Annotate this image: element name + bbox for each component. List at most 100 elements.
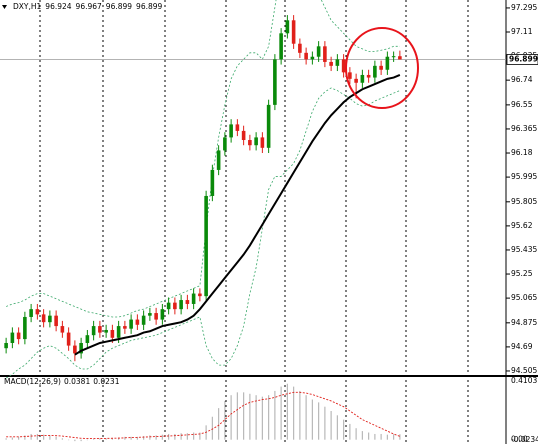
macd-bar <box>143 436 145 440</box>
macd-bar <box>393 434 395 440</box>
current-price-box <box>506 54 538 65</box>
macd-tick-label: 0.4103 <box>511 376 537 385</box>
candle-body <box>260 137 265 148</box>
macd-bar <box>86 439 88 441</box>
macd-bar <box>349 423 351 440</box>
macd-bar <box>61 438 63 440</box>
y-tick-label: 95.435 <box>511 245 537 254</box>
macd-bar <box>211 416 213 440</box>
macd-bar <box>174 433 176 440</box>
macd-tick-label: -0.0234 <box>511 435 538 444</box>
macd-bar <box>224 400 226 440</box>
candle-body <box>135 319 140 325</box>
macd-bar <box>286 383 288 440</box>
macd-bar <box>368 432 370 440</box>
header: DXY,H1 96.924 96.967 96.899 96.899 <box>13 2 163 11</box>
macd-bar <box>49 435 51 440</box>
candle-body <box>110 329 115 338</box>
time-separators <box>39 0 469 444</box>
macd-bar <box>186 433 188 440</box>
y-tick-label: 95.995 <box>511 172 537 181</box>
candle-body <box>391 56 396 58</box>
macd-bar <box>305 395 307 440</box>
candle-body <box>248 140 252 146</box>
candle-body <box>79 342 83 354</box>
header-high: 96.967 <box>76 2 102 11</box>
candle-body <box>316 46 321 57</box>
candle-body <box>266 104 271 148</box>
macd-label: MACD(12,26,9) <box>4 377 61 386</box>
y-tick-label: 95.25 <box>511 269 533 278</box>
candle-body <box>254 137 258 146</box>
macd-bar <box>68 439 70 441</box>
macd-bar <box>136 436 138 440</box>
macd-bar <box>43 434 45 440</box>
macd-signal <box>6 391 401 439</box>
candle-body <box>285 20 290 34</box>
y-tick-label: 94.875 <box>511 318 537 327</box>
macd-bar <box>355 428 357 440</box>
candle-body <box>41 314 46 323</box>
candle-body <box>335 59 340 66</box>
macd-bar <box>218 408 220 440</box>
header-low: 96.899 <box>106 2 132 11</box>
macd-bar <box>386 434 388 440</box>
macd-bar <box>374 433 376 440</box>
macd-bar <box>330 411 332 440</box>
macd-bar <box>93 438 95 440</box>
macd-bar <box>18 436 20 440</box>
macd-bar <box>5 438 7 440</box>
candle-body <box>85 335 90 343</box>
candle-body <box>23 316 27 340</box>
macd-bar <box>24 435 26 440</box>
y-tick-label: 94.69 <box>511 342 533 351</box>
macd-header: MACD(12,26,9) 0.0381 0.0231 <box>4 377 120 386</box>
macd-bar <box>255 395 257 440</box>
candle-body <box>273 59 277 105</box>
candle-body <box>91 326 96 336</box>
macd-bar <box>280 386 282 440</box>
macd-bar <box>399 434 401 440</box>
macd-bar <box>249 393 251 440</box>
y-tick-label: 95.805 <box>511 197 537 206</box>
candle-body <box>185 300 190 304</box>
macd-bar <box>111 438 113 440</box>
candle-body <box>241 130 246 141</box>
candle-body <box>160 309 165 320</box>
candle-body <box>29 309 33 317</box>
y-tick-label: 96.365 <box>511 124 537 133</box>
macd-bar <box>380 433 382 440</box>
macd-bar <box>30 433 32 440</box>
macd-bar <box>274 390 276 440</box>
candle-body <box>204 195 208 297</box>
header-close: 96.899 <box>136 2 162 11</box>
candle-body <box>229 124 233 138</box>
candle-body <box>123 326 127 329</box>
macd-bar <box>180 433 182 440</box>
candle-body <box>129 319 133 329</box>
highlight-circle <box>345 27 419 109</box>
candle-body <box>60 326 65 333</box>
candle-body <box>4 342 8 349</box>
macd-bar <box>230 395 232 440</box>
candle-body <box>98 326 102 333</box>
macd-bar <box>199 432 201 440</box>
candle-body <box>210 169 215 196</box>
y-tick-label: 94.505 <box>511 366 537 375</box>
macd-bar <box>80 439 82 442</box>
macd-bar <box>74 439 76 442</box>
candle-body <box>66 332 71 346</box>
macd-bar <box>155 435 157 440</box>
macd-tick-label: 0.00 <box>511 435 528 444</box>
symbol: DXY,H1 <box>13 2 42 11</box>
macd-bar <box>149 435 151 440</box>
macd-bar <box>261 396 263 440</box>
macd-bar <box>299 390 301 440</box>
macd-bar <box>168 433 170 440</box>
candle-body <box>329 61 333 66</box>
candle-body <box>179 300 183 310</box>
candle-body <box>191 293 196 304</box>
candle-body <box>148 313 152 316</box>
y-tick-label: 96.18 <box>511 148 533 157</box>
